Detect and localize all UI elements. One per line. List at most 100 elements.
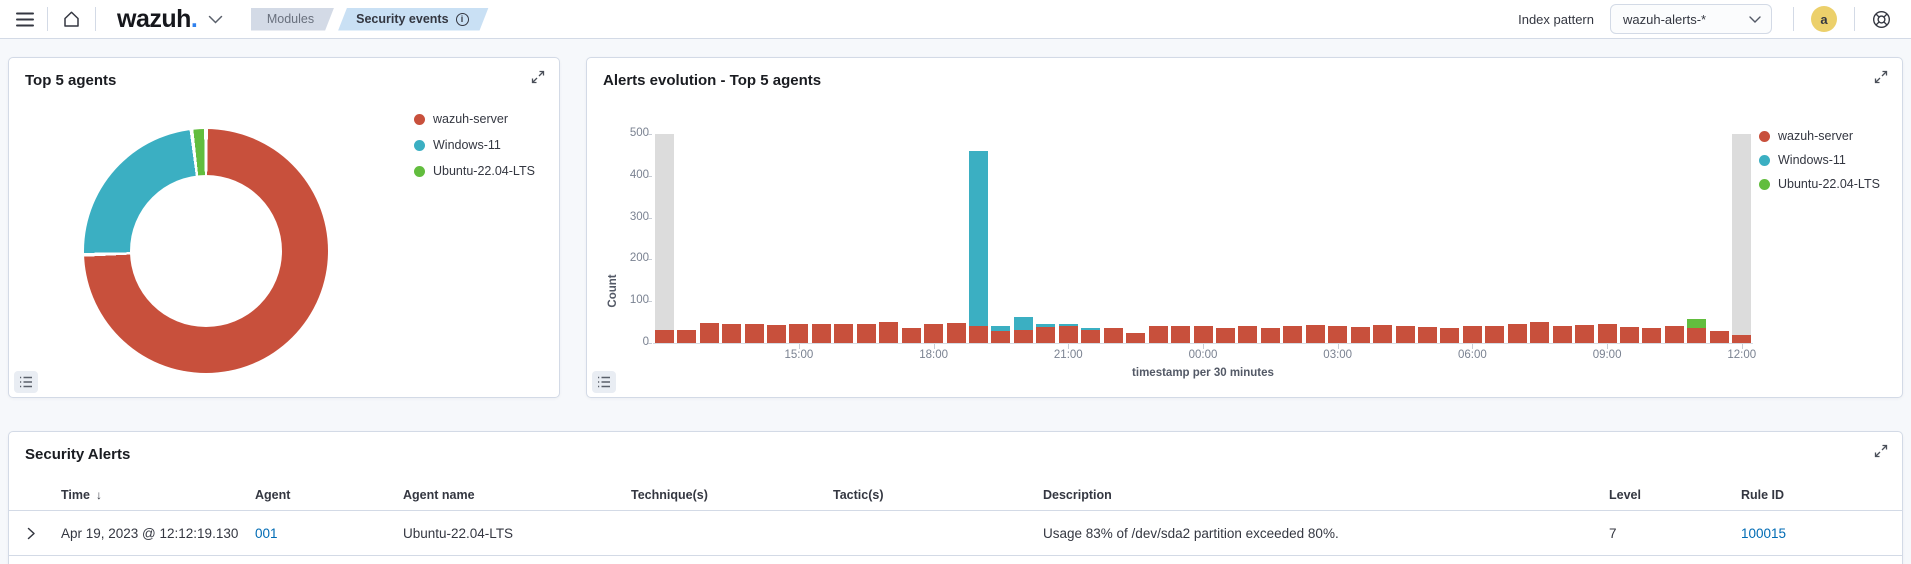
agent-link[interactable]: 001 — [255, 525, 278, 541]
bar-stack[interactable] — [1485, 326, 1505, 343]
bar-segment — [879, 322, 899, 343]
bar-stack[interactable] — [924, 324, 944, 343]
column-header-rule-id[interactable]: Rule ID — [1741, 488, 1785, 502]
bar-stack[interactable] — [811, 324, 831, 343]
bar-segment — [1575, 325, 1595, 343]
bar-stack[interactable] — [1036, 324, 1056, 343]
bar-stack[interactable] — [1171, 326, 1191, 343]
column-header-description[interactable]: Description — [1043, 488, 1112, 502]
bar-stack[interactable] — [1350, 327, 1370, 343]
bar-segment — [699, 322, 719, 343]
bar-stack[interactable] — [1058, 324, 1078, 343]
bar-stack[interactable] — [1462, 326, 1482, 343]
bar-stack[interactable] — [1507, 324, 1527, 343]
bar-stack[interactable] — [969, 150, 988, 343]
bar-stack[interactable] — [1103, 328, 1123, 343]
rule-id-link[interactable]: 100015 — [1741, 525, 1787, 541]
bar-stack[interactable] — [722, 324, 742, 343]
bar-segment — [1283, 326, 1303, 343]
bar-stack[interactable] — [789, 324, 809, 343]
column-header-techniques[interactable]: Technique(s) — [631, 488, 708, 502]
divider — [47, 7, 48, 31]
bar-stack[interactable] — [1552, 326, 1572, 343]
bar-stack[interactable] — [1732, 335, 1752, 343]
bar-segment — [1081, 329, 1101, 343]
row-expand-button[interactable] — [23, 523, 40, 544]
bar-stack[interactable] — [1260, 328, 1280, 343]
user-avatar[interactable]: a — [1811, 6, 1837, 32]
cell-agent-name: Ubuntu-22.04-LTS — [403, 525, 514, 541]
column-header-time[interactable]: Time — [61, 488, 255, 502]
top-agents-donut-chart[interactable] — [84, 129, 328, 373]
brand-text: wazuh — [117, 4, 191, 33]
wazuh-logo[interactable]: wazuh . — [117, 5, 198, 34]
bar-stack[interactable] — [1148, 326, 1168, 343]
y-tick-label: 400 — [629, 168, 649, 181]
bar-stack[interactable] — [1530, 322, 1550, 343]
bar-stack[interactable] — [1328, 326, 1348, 343]
legend-toggle-button[interactable] — [592, 371, 616, 393]
legend-item[interactable]: Windows-11 — [1759, 148, 1880, 172]
legend-item[interactable]: Ubuntu-22.04-LTS — [414, 158, 535, 184]
bar-stack[interactable] — [1687, 319, 1707, 343]
bar-stack[interactable] — [677, 330, 697, 343]
expand-panel-button[interactable] — [1872, 68, 1890, 86]
breadcrumb-expand-chevron[interactable] — [202, 9, 229, 30]
legend-item[interactable]: Windows-11 — [414, 132, 535, 158]
breadcrumb-security-events[interactable]: Security events — [338, 8, 488, 31]
bar-stack[interactable] — [1193, 326, 1213, 343]
bar-stack[interactable] — [1597, 324, 1617, 343]
bar-segment — [1260, 328, 1280, 343]
bar-segment — [1664, 326, 1684, 343]
bar-stack[interactable] — [901, 328, 921, 343]
bar-stack[interactable] — [1373, 325, 1393, 343]
bar-stack[interactable] — [991, 326, 1011, 343]
bar-stack[interactable] — [1126, 332, 1146, 343]
expand-icon — [1874, 70, 1888, 84]
bar-stack[interactable] — [1709, 331, 1729, 343]
breadcrumb-modules[interactable]: Modules — [251, 8, 334, 31]
legend-item[interactable]: wazuh-server — [1759, 124, 1880, 148]
index-pattern-select[interactable]: wazuh-alerts-* — [1610, 4, 1772, 34]
bar-stack[interactable] — [1305, 325, 1325, 343]
bar-stack[interactable] — [1440, 328, 1460, 343]
column-header-tactics[interactable]: Tactic(s) — [833, 488, 884, 502]
y-tick-mark — [648, 259, 652, 261]
bar-stack[interactable] — [1238, 326, 1258, 343]
bar-stack[interactable] — [834, 324, 854, 343]
bar-stack[interactable] — [1013, 317, 1033, 343]
bar-stack[interactable] — [1215, 328, 1235, 343]
x-tick-label: 03:00 — [1323, 349, 1353, 361]
y-tick-mark — [648, 134, 652, 135]
bar-stack[interactable] — [699, 322, 719, 343]
legend-item[interactable]: wazuh-server — [414, 106, 535, 132]
panel-title: Alerts evolution - Top 5 agents — [603, 72, 822, 89]
bar-stack[interactable] — [1417, 327, 1437, 343]
y-tick-label: 200 — [629, 252, 649, 265]
legend-toggle-button[interactable] — [14, 371, 38, 393]
bar-stack[interactable] — [1283, 326, 1303, 343]
bar-stack[interactable] — [1081, 327, 1101, 343]
bar-stack[interactable] — [744, 324, 764, 343]
bar-segment — [677, 330, 697, 343]
bar-stack[interactable] — [654, 330, 674, 343]
bar-stack[interactable] — [1664, 326, 1684, 343]
help-button[interactable] — [1866, 4, 1897, 35]
expand-panel-button[interactable] — [529, 68, 547, 86]
bar-stack[interactable] — [1395, 326, 1415, 343]
info-icon[interactable] — [456, 13, 469, 26]
bar-stack[interactable] — [1575, 325, 1595, 343]
menu-hamburger-button[interactable] — [10, 6, 40, 33]
legend-item[interactable]: Ubuntu-22.04-LTS — [1759, 172, 1880, 196]
expand-panel-button[interactable] — [1872, 442, 1890, 460]
bar-stack[interactable] — [1642, 328, 1662, 343]
home-button[interactable] — [55, 3, 88, 35]
column-header-agent[interactable]: Agent — [255, 488, 291, 502]
bar-stack[interactable] — [946, 322, 966, 343]
bar-stack[interactable] — [879, 322, 899, 343]
bar-stack[interactable] — [1620, 327, 1640, 343]
bar-stack[interactable] — [856, 324, 876, 343]
column-header-level[interactable]: Level — [1609, 488, 1641, 502]
bar-stack[interactable] — [766, 325, 786, 343]
column-header-agent-name[interactable]: Agent name — [403, 488, 475, 502]
